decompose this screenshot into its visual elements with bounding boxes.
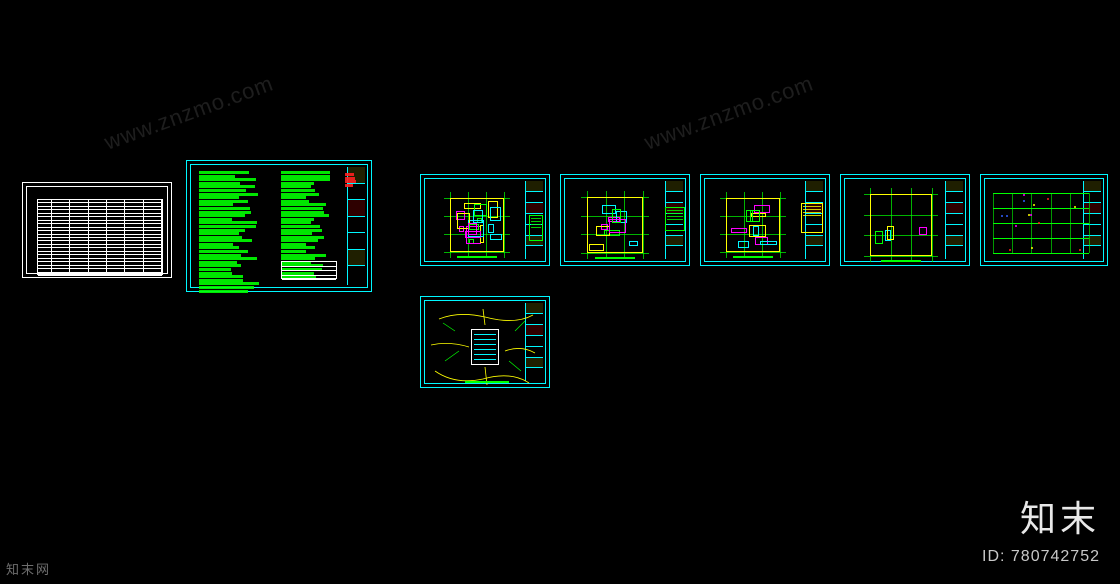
cad-model-space[interactable]: www.znzmo.com www.znzmo.com 知末 ID: 78074… <box>0 0 1120 584</box>
drawing-sheet[interactable] <box>700 174 830 266</box>
watermark-2: www.znzmo.com <box>641 70 817 155</box>
brand-name: 知末 <box>1020 490 1100 542</box>
watermark-1: www.znzmo.com <box>101 70 277 155</box>
drawing-sheet[interactable] <box>840 174 970 266</box>
drawing-sheet[interactable] <box>186 160 372 292</box>
drawing-sheet[interactable] <box>420 296 550 388</box>
text-column <box>345 173 359 187</box>
brand-corner: 知末网 <box>6 559 51 578</box>
floor-plan-outline <box>870 194 932 256</box>
title-block <box>945 181 963 259</box>
drawing-sheet[interactable] <box>980 174 1108 266</box>
drawing-index-table <box>37 199 163 275</box>
site-roads <box>425 301 555 393</box>
drawing-sheet[interactable] <box>560 174 690 266</box>
text-column <box>199 171 275 293</box>
drawing-sheet[interactable] <box>22 182 172 278</box>
drawing-sheet[interactable] <box>420 174 550 266</box>
brand-id: ID: 780742752 <box>982 548 1100 566</box>
